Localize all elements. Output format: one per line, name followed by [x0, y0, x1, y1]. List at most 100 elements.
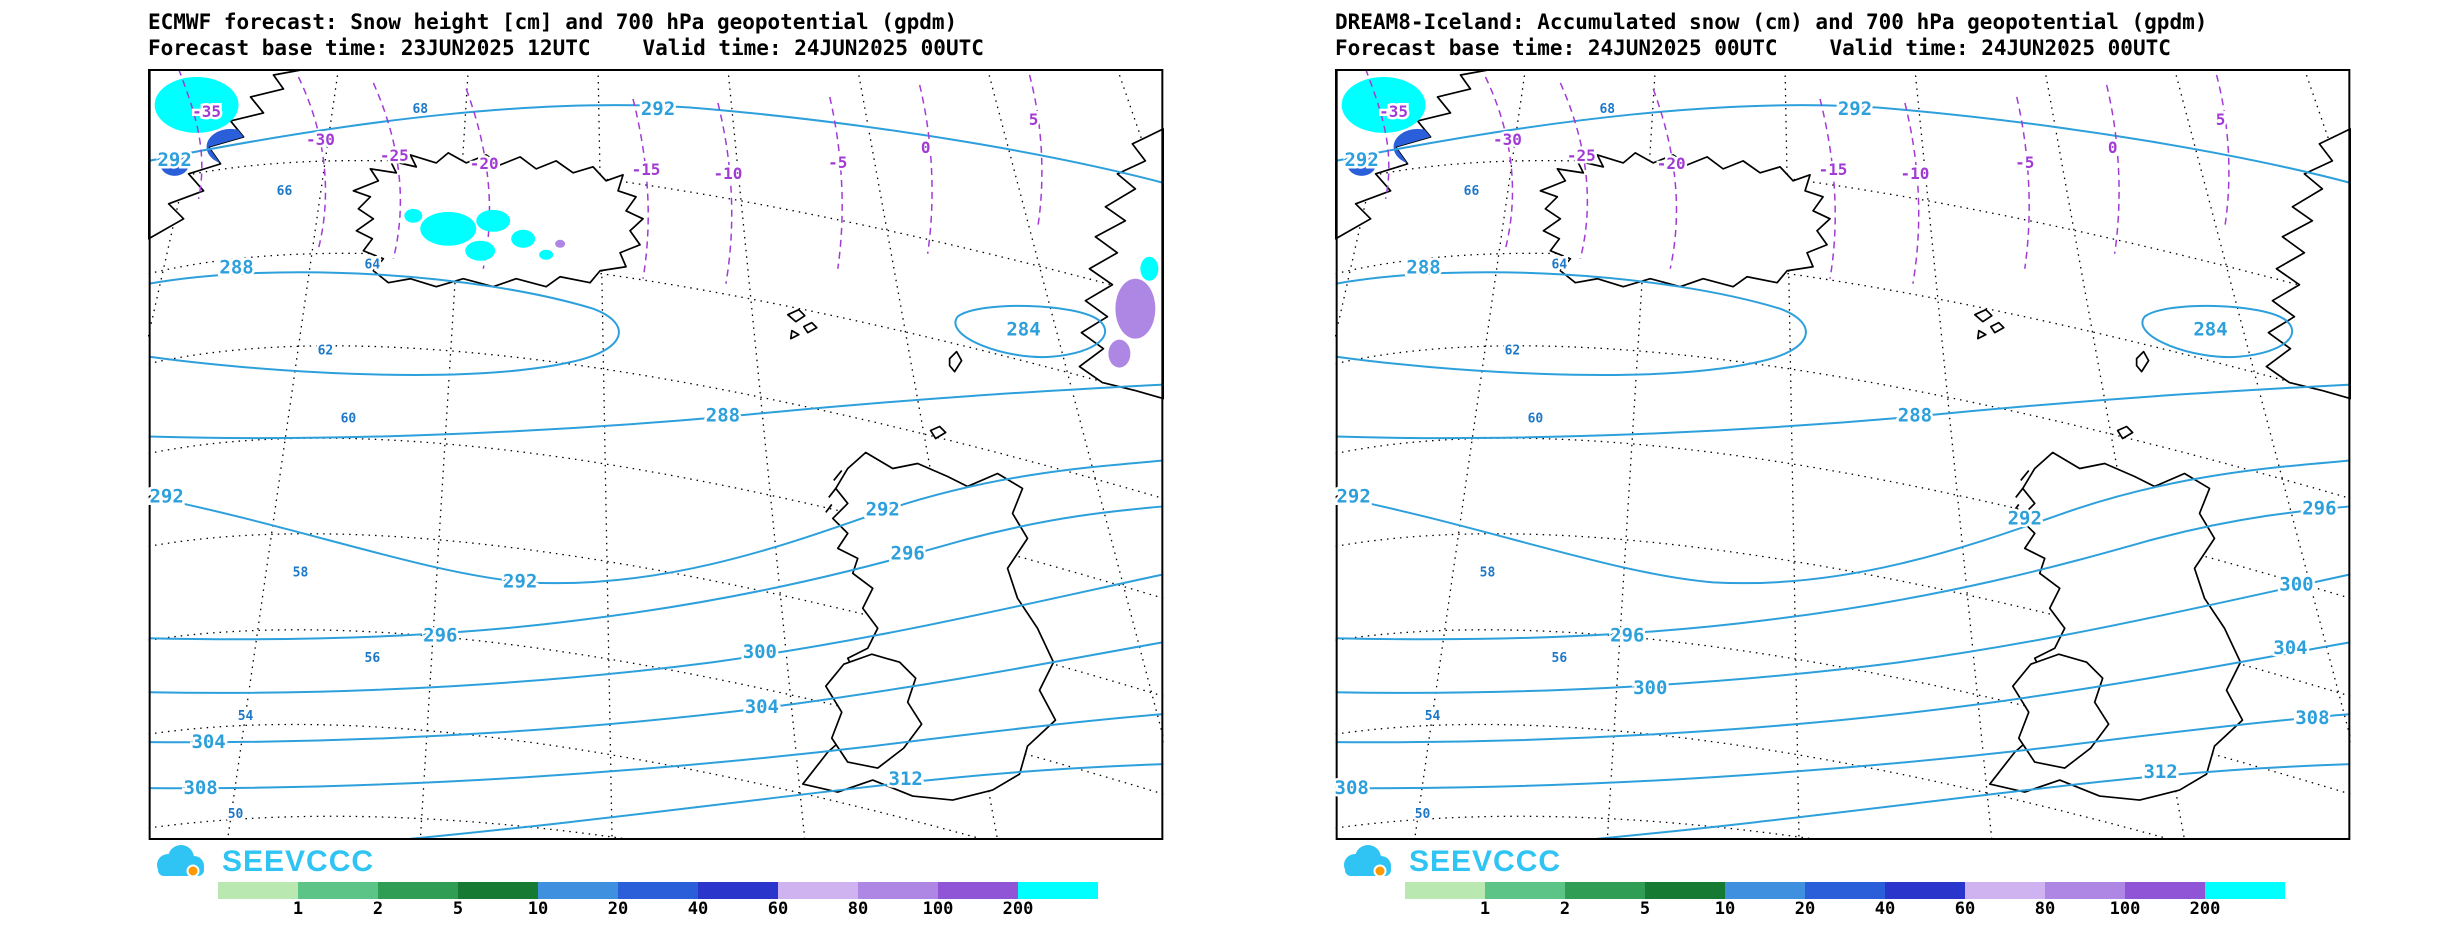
svg-text:-20: -20	[1657, 154, 1686, 173]
valid-time: Valid time: 24JUN2025 00UTC	[642, 36, 984, 60]
svg-text:58: 58	[1480, 565, 1496, 580]
svg-text:288: 288	[219, 257, 253, 279]
svg-text:66: 66	[277, 184, 293, 199]
svg-text:292: 292	[866, 498, 900, 520]
svg-text:62: 62	[1505, 344, 1521, 359]
logo-text: SEEVCCC	[1409, 845, 1562, 878]
svg-text:-10: -10	[713, 164, 742, 183]
svg-text:292: 292	[157, 149, 191, 171]
weather-map-dream8: 292 292 288 284 288 292 292 296 300 296 300 304 308 3…	[1335, 69, 2351, 840]
svg-text:-30: -30	[1493, 130, 1522, 149]
svg-text:296: 296	[891, 542, 925, 564]
svg-text:58: 58	[293, 565, 309, 580]
svg-text:288: 288	[706, 405, 740, 427]
svg-text:5: 5	[1029, 110, 1039, 129]
svg-text:-5: -5	[828, 153, 847, 172]
temperature-labels: -35 -30 -25 -20 -15 -10 -5 0 5	[1377, 99, 2228, 185]
svg-text:68: 68	[412, 102, 428, 117]
svg-text:-10: -10	[1900, 164, 1929, 183]
svg-text:-15: -15	[1819, 160, 1848, 179]
seevccc-logo: SEEVCCC	[1335, 844, 2351, 880]
svg-text:312: 312	[889, 768, 923, 790]
svg-text:292: 292	[1838, 98, 1872, 120]
svg-text:56: 56	[365, 651, 381, 666]
svg-text:296: 296	[423, 624, 457, 646]
page-title: ECMWF forecast: Snow height [cm] and 700…	[148, 10, 958, 34]
panel-ecmwf: ECMWF forecast: Snow height [cm] and 700…	[148, 0, 1164, 919]
svg-text:-5: -5	[2015, 153, 2034, 172]
svg-text:-25: -25	[380, 146, 409, 165]
svg-text:292: 292	[641, 98, 675, 120]
svg-text:-35: -35	[1379, 102, 1408, 121]
svg-text:-30: -30	[306, 130, 335, 149]
svg-text:308: 308	[2295, 707, 2329, 729]
seevccc-logo: SEEVCCC	[148, 844, 1164, 880]
svg-text:304: 304	[191, 731, 225, 753]
svg-text:56: 56	[1552, 651, 1568, 666]
svg-text:50: 50	[1415, 807, 1431, 822]
cloud-logo-icon	[157, 845, 204, 878]
svg-text:5: 5	[2216, 110, 2226, 129]
weather-map-ecmwf: 292 292 288 284 288 292 292 292 296 296 300 304 304 3…	[148, 69, 1164, 840]
svg-text:308: 308	[183, 777, 217, 799]
svg-text:300: 300	[1633, 677, 1667, 699]
colorbar-segments	[1405, 882, 2285, 899]
svg-text:-20: -20	[470, 154, 499, 173]
page-title: DREAM8-Iceland: Accumulated snow (cm) an…	[1335, 10, 2208, 34]
svg-text:288: 288	[1898, 405, 1932, 427]
basemap	[1335, 69, 2351, 840]
colorbar-tick-labels: 1 2 5 10 20 40 60 80 100 200	[292, 899, 1034, 919]
svg-text:68: 68	[1599, 102, 1615, 117]
svg-text:60: 60	[1528, 412, 1544, 427]
svg-text:292: 292	[503, 570, 537, 592]
svg-text:284: 284	[1006, 319, 1040, 341]
svg-text:64: 64	[1552, 258, 1568, 273]
panel-subtitle: Forecast base time: 24JUN2025 00UTC Valid…	[1335, 35, 2351, 61]
svg-text:60: 60	[341, 412, 357, 427]
panel-footer: SEEVCCC 1 2 5 10 20 40 60 80 100 200	[1335, 840, 2351, 919]
svg-text:0: 0	[2108, 138, 2118, 157]
panel-header: ECMWF forecast: Snow height [cm] and 700…	[148, 0, 1164, 69]
latitude-labels: 68 66 64 62 60 58 56 54 50	[1412, 99, 1617, 824]
svg-text:304: 304	[2273, 637, 2307, 659]
panel-footer: SEEVCCC 1 2 5 10 20 40 60 80 100 200	[148, 840, 1164, 919]
svg-text:284: 284	[2193, 319, 2227, 341]
svg-text:296: 296	[2302, 497, 2336, 519]
svg-text:-35: -35	[192, 102, 221, 121]
svg-text:0: 0	[921, 138, 931, 157]
svg-text:-15: -15	[632, 160, 661, 179]
svg-text:62: 62	[318, 344, 334, 359]
svg-text:292: 292	[2008, 507, 2042, 529]
logo-text: SEEVCCC	[222, 845, 375, 878]
panel-dream8: DREAM8-Iceland: Accumulated snow (cm) an…	[1335, 0, 2351, 919]
colorbar-tick-labels: 1 2 5 10 20 40 60 80 100 200	[1479, 899, 2221, 919]
snow-overlay	[404, 209, 1158, 368]
svg-text:312: 312	[2143, 761, 2177, 783]
svg-text:288: 288	[1406, 257, 1440, 279]
snow-colorbar: 1 2 5 10 20 40 60 80 100 200	[218, 882, 1098, 919]
basemap	[148, 69, 1164, 840]
latitude-labels: 68 66 64 62 60 58 56 54 50	[225, 99, 430, 824]
svg-text:54: 54	[1425, 709, 1441, 724]
svg-text:300: 300	[743, 641, 777, 663]
svg-text:66: 66	[1464, 184, 1480, 199]
valid-time: Valid time: 24JUN2025 00UTC	[1829, 36, 2171, 60]
geopotential-labels: 292 292 288 284 288 292 292 292 296 296 300 304 304 3…	[148, 95, 1043, 801]
svg-text:292: 292	[1344, 149, 1378, 171]
temperature-labels: -35 -30 -25 -20 -15 -10 -5 0 5	[190, 99, 1041, 185]
forecast-base-time: Forecast base time: 24JUN2025 00UTC	[1335, 36, 1778, 60]
svg-text:-25: -25	[1567, 146, 1596, 165]
geopotential-labels: 292 292 288 284 288 292 292 296 300 296 300 304 308 3…	[1335, 95, 2339, 801]
colorbar-segments	[218, 882, 1098, 899]
svg-text:296: 296	[1610, 624, 1644, 646]
svg-text:54: 54	[238, 709, 254, 724]
svg-text:64: 64	[365, 258, 381, 273]
snow-colorbar: 1 2 5 10 20 40 60 80 100 200	[1405, 882, 2285, 919]
svg-text:292: 292	[150, 485, 184, 507]
svg-text:304: 304	[745, 696, 779, 718]
svg-text:300: 300	[2279, 573, 2313, 595]
cloud-logo-icon	[1344, 845, 1391, 878]
svg-text:292: 292	[1337, 485, 1371, 507]
panel-header: DREAM8-Iceland: Accumulated snow (cm) an…	[1335, 0, 2351, 69]
panel-subtitle: Forecast base time: 23JUN2025 12UTC Valid…	[148, 35, 1164, 61]
